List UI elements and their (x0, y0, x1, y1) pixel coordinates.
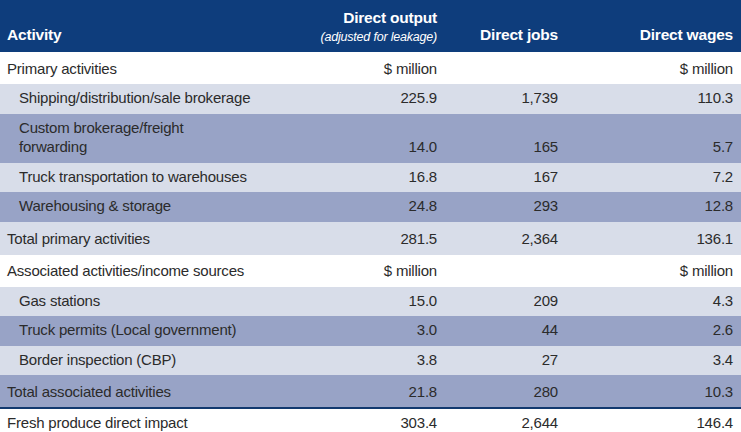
table-row: Gas stations 15.0 209 4.3 (0, 287, 741, 317)
jobs-cell (440, 52, 560, 84)
table-header-row: Activity Direct output (adjusted for lea… (0, 0, 741, 52)
wages-cell: $ million (560, 52, 741, 84)
activity-cell: Truck transportation to warehouses (0, 163, 308, 193)
wages-cell: 2.6 (560, 316, 741, 346)
report-table-page: Activity Direct output (adjusted for lea… (0, 0, 741, 432)
wages-cell: 5.7 (560, 114, 741, 163)
output-cell: $ million (308, 255, 440, 287)
activity-cell: Custom brokerage/freight forwarding (0, 114, 308, 163)
jobs-cell: 167 (440, 163, 560, 193)
jobs-cell: 2,364 (440, 222, 560, 255)
activity-cell: Total primary activities (0, 222, 308, 255)
activity-cell: Warehousing & storage (0, 192, 308, 222)
wages-cell: 10.3 (560, 375, 741, 408)
output-cell: 303.4 (308, 408, 440, 432)
output-cell: 21.8 (308, 375, 440, 408)
wages-cell: 146.4 (560, 408, 741, 432)
jobs-cell: 209 (440, 287, 560, 317)
grand-total-row: Fresh produce direct impact 303.4 2,644 … (0, 408, 741, 432)
output-cell: 3.8 (308, 346, 440, 376)
activity-cell: Associated activities/income sources (0, 255, 308, 287)
jobs-cell (440, 255, 560, 287)
wages-cell: 12.8 (560, 192, 741, 222)
table-row: Border inspection (CBP) 3.8 27 3.4 (0, 346, 741, 376)
wages-cell: 7.2 (560, 163, 741, 193)
output-cell: 16.8 (308, 163, 440, 193)
wages-cell: 110.3 (560, 84, 741, 114)
activity-cell: Primary activities (0, 52, 308, 84)
activity-cell: Truck permits (Local government) (0, 316, 308, 346)
jobs-cell: 165 (440, 114, 560, 163)
output-cell: 14.0 (308, 114, 440, 163)
wages-cell: 3.4 (560, 346, 741, 376)
activity-cell: Gas stations (0, 287, 308, 317)
jobs-cell: 2,644 (440, 408, 560, 432)
activity-cell: Shipping/distribution/sale brokerage (0, 84, 308, 114)
output-cell: 281.5 (308, 222, 440, 255)
table-row: Warehousing & storage 24.8 293 12.8 (0, 192, 741, 222)
jobs-cell: 27 (440, 346, 560, 376)
column-header-activity: Activity (0, 0, 308, 52)
wages-cell: 4.3 (560, 287, 741, 317)
table-row: Truck transportation to warehouses 16.8 … (0, 163, 741, 193)
column-header-leakage-note: (adjusted for leakage) (308, 29, 437, 45)
section-row-primary-activities: Primary activities $ million $ million (0, 52, 741, 84)
table-row: Truck permits (Local government) 3.0 44 … (0, 316, 741, 346)
activity-cell: Total associated activities (0, 375, 308, 408)
output-cell: 15.0 (308, 287, 440, 317)
impact-table: Activity Direct output (adjusted for lea… (0, 0, 741, 432)
activity-cell: Border inspection (CBP) (0, 346, 308, 376)
activity-cell: Fresh produce direct impact (0, 408, 308, 432)
jobs-cell: 44 (440, 316, 560, 346)
total-row-primary: Total primary activities 281.5 2,364 136… (0, 222, 741, 255)
column-header-direct-wages: Direct wages (560, 0, 741, 52)
total-row-associated: Total associated activities 21.8 280 10.… (0, 375, 741, 408)
table-row: Shipping/distribution/sale brokerage 225… (0, 84, 741, 114)
wages-cell: 136.1 (560, 222, 741, 255)
table-row: Custom brokerage/freight forwarding 14.0… (0, 114, 741, 163)
wages-cell: $ million (560, 255, 741, 287)
output-cell: 24.8 (308, 192, 440, 222)
output-cell: 3.0 (308, 316, 440, 346)
column-header-direct-output-title: Direct output (308, 8, 437, 28)
jobs-cell: 1,739 (440, 84, 560, 114)
section-row-associated-activities: Associated activities/income sources $ m… (0, 255, 741, 287)
jobs-cell: 293 (440, 192, 560, 222)
jobs-cell: 280 (440, 375, 560, 408)
column-header-direct-output: Direct output (adjusted for leakage) (308, 0, 440, 52)
output-cell: $ million (308, 52, 440, 84)
column-header-direct-jobs: Direct jobs (440, 0, 560, 52)
output-cell: 225.9 (308, 84, 440, 114)
